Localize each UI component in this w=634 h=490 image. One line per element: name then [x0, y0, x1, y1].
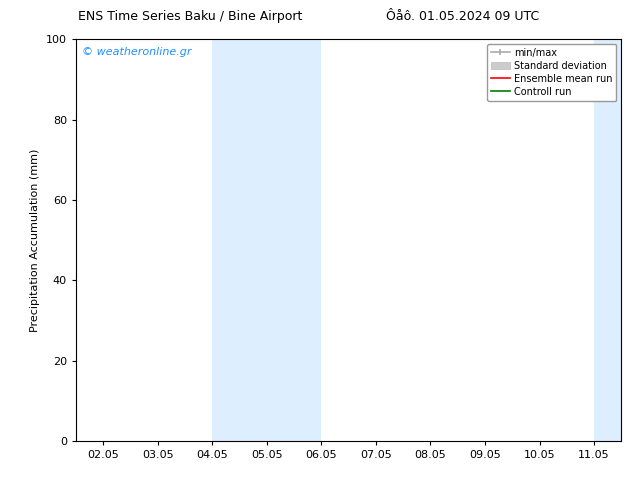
Text: ENS Time Series Baku / Bine Airport: ENS Time Series Baku / Bine Airport: [78, 10, 302, 23]
Y-axis label: Precipitation Accumulation (mm): Precipitation Accumulation (mm): [30, 148, 41, 332]
Text: Ôåô. 01.05.2024 09 UTC: Ôåô. 01.05.2024 09 UTC: [386, 10, 540, 23]
Legend: min/max, Standard deviation, Ensemble mean run, Controll run: min/max, Standard deviation, Ensemble me…: [487, 44, 616, 100]
Bar: [212, 39, 321, 441]
Text: © weatheronline.gr: © weatheronline.gr: [82, 47, 191, 57]
Bar: [594, 39, 634, 441]
